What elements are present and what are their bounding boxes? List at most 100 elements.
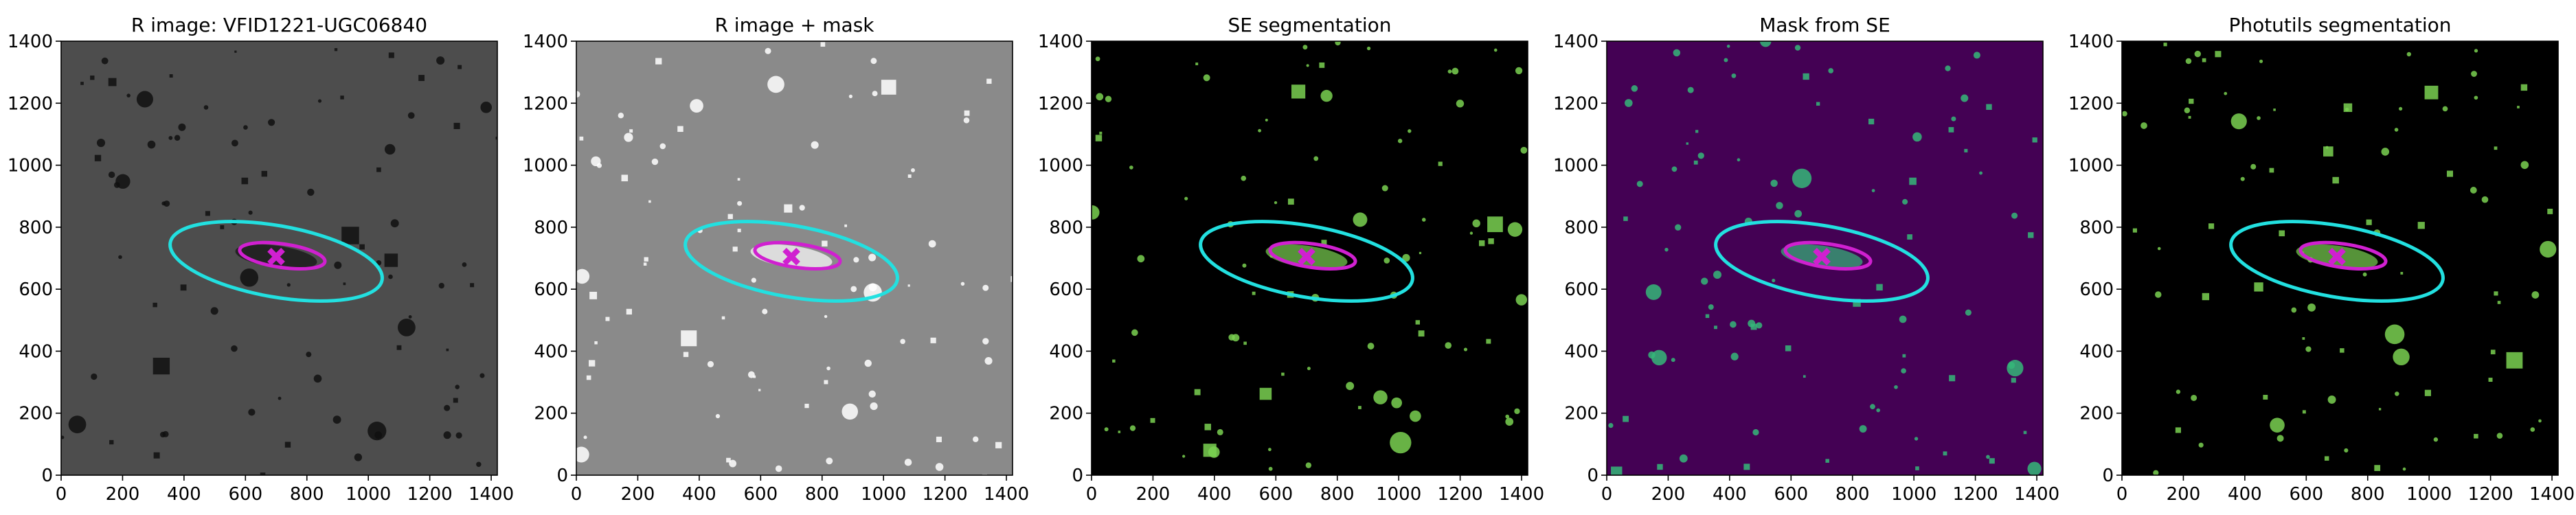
source-blob bbox=[101, 57, 109, 65]
aperture-ellipse bbox=[1268, 240, 1357, 271]
source-blob bbox=[589, 291, 598, 299]
y-tick-label: 0 bbox=[1587, 466, 1598, 486]
source-blob bbox=[982, 338, 989, 345]
y-tick-label: 1000 bbox=[523, 156, 568, 176]
source-blob bbox=[1408, 129, 1412, 133]
source-blob bbox=[2517, 106, 2520, 108]
source-blob bbox=[984, 357, 993, 365]
source-blob bbox=[737, 201, 743, 206]
source-blob bbox=[1776, 202, 1783, 209]
source-blob bbox=[2547, 208, 2553, 214]
source-blob bbox=[1756, 322, 1763, 329]
source-blob bbox=[1687, 87, 1694, 93]
source-blob bbox=[1287, 198, 1294, 205]
source-blob bbox=[1743, 464, 1750, 470]
x-tick-label: 1200 bbox=[923, 484, 968, 505]
source-blob bbox=[2302, 410, 2306, 414]
source-blob bbox=[317, 99, 322, 103]
source-blob bbox=[1095, 56, 1100, 62]
source-blob bbox=[2250, 163, 2257, 170]
panel-title: R image: VFID1221-UGC06840 bbox=[131, 14, 427, 36]
source-blob bbox=[648, 200, 651, 203]
source-blob bbox=[751, 277, 756, 283]
y-tick-label: 800 bbox=[534, 218, 568, 238]
source-blob bbox=[2530, 427, 2535, 432]
source-blob bbox=[1305, 462, 1312, 468]
source-blob bbox=[1902, 354, 1906, 358]
source-blob bbox=[2263, 395, 2268, 400]
source-blob bbox=[2362, 272, 2367, 277]
source-blob bbox=[388, 52, 394, 58]
source-blob bbox=[203, 105, 209, 110]
source-blob bbox=[853, 257, 859, 263]
source-blob bbox=[1724, 58, 1728, 62]
source-blob bbox=[455, 432, 462, 439]
source-blob bbox=[721, 316, 725, 320]
source-blob bbox=[2332, 176, 2339, 184]
source-blob bbox=[1456, 100, 1465, 108]
source-blob bbox=[1505, 414, 1510, 419]
source-blob bbox=[180, 284, 187, 291]
x-tick-label: 800 bbox=[1320, 484, 1355, 505]
source-blob bbox=[152, 302, 157, 308]
source-blob bbox=[91, 373, 98, 380]
x-tick-label: 1000 bbox=[861, 484, 906, 505]
source-blob bbox=[1243, 341, 1247, 345]
source-blob bbox=[826, 457, 833, 465]
x-tick-label: 600 bbox=[743, 484, 778, 505]
source-blob bbox=[1242, 263, 1247, 268]
panel: Photutils segmentation 0 200 400 600 800 1000 1… bbox=[2068, 14, 2575, 505]
x-tick-label: 1400 bbox=[468, 484, 514, 505]
source-blob bbox=[1730, 352, 1739, 360]
source-blob bbox=[1307, 367, 1311, 371]
center-marker bbox=[2328, 247, 2346, 266]
source-blob bbox=[1252, 291, 1256, 295]
source-blob bbox=[868, 390, 876, 398]
source-blob bbox=[2191, 394, 2197, 401]
source-blob bbox=[594, 341, 598, 345]
source-blob bbox=[1828, 68, 1834, 73]
x-tick-label: 600 bbox=[1774, 484, 1808, 505]
source-blob bbox=[1625, 99, 1633, 107]
x-tick-label: 800 bbox=[290, 484, 324, 505]
source-blob bbox=[1463, 347, 1468, 352]
y-tick-label: 1400 bbox=[1038, 32, 1083, 52]
source-blob bbox=[1631, 85, 1638, 92]
source-blob bbox=[1105, 95, 1112, 102]
source-blob bbox=[2305, 346, 2312, 352]
y-tick-label: 1000 bbox=[1038, 156, 1083, 176]
source-blob bbox=[1726, 45, 1730, 48]
aperture-ellipse bbox=[1714, 220, 1930, 303]
source-blob bbox=[243, 125, 248, 130]
source-blob bbox=[928, 240, 936, 248]
source-blob bbox=[1438, 161, 1443, 166]
source-blob bbox=[1358, 406, 1362, 409]
x-tick-label: 200 bbox=[2167, 484, 2201, 505]
source-blob bbox=[2474, 49, 2478, 53]
source-blob bbox=[1868, 118, 1875, 125]
source-blob bbox=[109, 439, 114, 445]
source-blob bbox=[2184, 107, 2191, 113]
source-blob bbox=[1447, 69, 1452, 74]
source-blob bbox=[153, 452, 160, 459]
source-blob bbox=[2011, 212, 2018, 219]
source-blob bbox=[1679, 454, 1688, 463]
x-tick-label: 1000 bbox=[1376, 484, 1421, 505]
x-tick-label: 1200 bbox=[1953, 484, 1998, 505]
source-blob bbox=[1664, 247, 1669, 252]
source-blob bbox=[935, 463, 944, 471]
source-blob bbox=[973, 436, 979, 442]
source-blob bbox=[2202, 293, 2210, 301]
y-tick-label: 400 bbox=[19, 341, 53, 362]
source-blob bbox=[591, 156, 601, 167]
source-blob bbox=[1507, 222, 1523, 237]
x-tick-label: 1400 bbox=[984, 484, 1029, 505]
x-tick-label: 800 bbox=[805, 484, 839, 505]
source-blob bbox=[2302, 337, 2305, 340]
source-blob bbox=[169, 74, 173, 78]
x-tick-label: 1000 bbox=[2406, 484, 2452, 505]
source-blob bbox=[334, 261, 342, 269]
source-blob bbox=[1645, 284, 1662, 300]
axes-frame bbox=[2121, 41, 2559, 476]
source-blob bbox=[881, 80, 896, 95]
